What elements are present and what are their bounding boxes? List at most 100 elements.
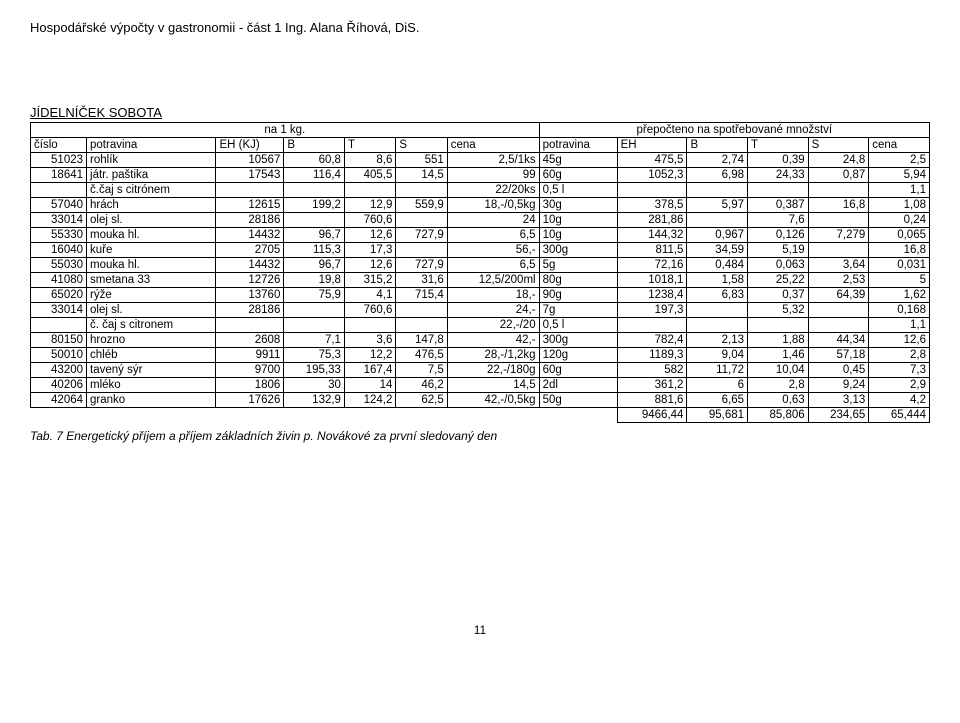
- cell: 43200: [31, 363, 87, 378]
- cell: 0,126: [748, 228, 809, 243]
- cell: [344, 183, 395, 198]
- cell: 0,063: [748, 258, 809, 273]
- cell: 0,484: [687, 258, 748, 273]
- cell: 116,4: [284, 168, 345, 183]
- cell: 41080: [31, 273, 87, 288]
- cell: mouka hl.: [87, 258, 216, 273]
- nutrition-table: na 1 kg. přepočteno na spotřebované množ…: [30, 122, 930, 423]
- cell: 14,5: [447, 378, 539, 393]
- cell: [808, 318, 869, 333]
- cell: mléko: [87, 378, 216, 393]
- table-caption: Tab. 7 Energetický příjem a příjem zákla…: [30, 429, 930, 443]
- cell: 0,45: [808, 363, 869, 378]
- cell: 64,39: [808, 288, 869, 303]
- cell: 33014: [31, 303, 87, 318]
- cell: 14: [344, 378, 395, 393]
- cell: 5: [869, 273, 930, 288]
- cell: 12,6: [344, 258, 395, 273]
- cell: 62,5: [396, 393, 447, 408]
- table-row: 18641játr. paštika17543116,4405,514,5996…: [31, 168, 930, 183]
- cell: [284, 318, 345, 333]
- col-ehkj: EH (KJ): [216, 138, 284, 153]
- cell: 2,74: [687, 153, 748, 168]
- cell: 60g: [539, 363, 617, 378]
- cell: 12,2: [344, 348, 395, 363]
- cell: 18,-/0,5kg: [447, 198, 539, 213]
- cell: 1,58: [687, 273, 748, 288]
- table-row: č. čaj s citronem22,-/200,5 l1,1: [31, 318, 930, 333]
- cell: 1,88: [748, 333, 809, 348]
- cell: 50010: [31, 348, 87, 363]
- cell: 14432: [216, 228, 284, 243]
- col-potravina: potravina: [87, 138, 216, 153]
- document-header: Hospodářské výpočty v gastronomii - část…: [30, 20, 930, 35]
- cell: 4,1: [344, 288, 395, 303]
- cell: 60g: [539, 168, 617, 183]
- table-row: 41080smetana 331272619,8315,231,612,5/20…: [31, 273, 930, 288]
- cell: 811,5: [617, 243, 687, 258]
- cell: 80150: [31, 333, 87, 348]
- cell: 0,5 l: [539, 318, 617, 333]
- cell: 6,5: [447, 228, 539, 243]
- cell: 80g: [539, 273, 617, 288]
- cell: 12726: [216, 273, 284, 288]
- cell: 760,6: [344, 213, 395, 228]
- cell: 34,59: [687, 243, 748, 258]
- table-row: 42064granko17626132,9124,262,542,-/0,5kg…: [31, 393, 930, 408]
- cell: 42064: [31, 393, 87, 408]
- cell: [808, 243, 869, 258]
- cell: 3,6: [344, 333, 395, 348]
- cell: 60,8: [284, 153, 345, 168]
- cell: 56,-: [447, 243, 539, 258]
- cell: 28,-/1,2kg: [447, 348, 539, 363]
- cell: 6,65: [687, 393, 748, 408]
- cell: 0,168: [869, 303, 930, 318]
- table-row: 50010chléb991175,312,2476,528,-/1,2kg120…: [31, 348, 930, 363]
- cell: 10,04: [748, 363, 809, 378]
- cell: 57,18: [808, 348, 869, 363]
- cell: 475,5: [617, 153, 687, 168]
- section-title: JÍDELNÍČEK SOBOTA: [30, 105, 930, 120]
- cell: 17626: [216, 393, 284, 408]
- cell: 18,-: [447, 288, 539, 303]
- table-row: 65020rýže1376075,94,1715,418,-90g1238,46…: [31, 288, 930, 303]
- cell: 17,3: [344, 243, 395, 258]
- page-number: 11: [30, 623, 930, 637]
- cell: [31, 318, 87, 333]
- total-t: 85,806: [748, 408, 809, 423]
- cell: 167,4: [344, 363, 395, 378]
- cell: [344, 318, 395, 333]
- cell: 124,2: [344, 393, 395, 408]
- cell: 2,8: [748, 378, 809, 393]
- cell: 5,32: [748, 303, 809, 318]
- cell: 16040: [31, 243, 87, 258]
- cell: 195,33: [284, 363, 345, 378]
- cell: 75,3: [284, 348, 345, 363]
- cell: [808, 303, 869, 318]
- col-eh: EH: [617, 138, 687, 153]
- cell: 6,98: [687, 168, 748, 183]
- cell: 12,6: [344, 228, 395, 243]
- total-s: 234,65: [808, 408, 869, 423]
- cell: č. čaj s citronem: [87, 318, 216, 333]
- cell: [284, 213, 345, 228]
- cell: [687, 183, 748, 198]
- cell: [748, 183, 809, 198]
- cell: 6,83: [687, 288, 748, 303]
- table-row: 57040hrách12615199,212,9559,918,-/0,5kg3…: [31, 198, 930, 213]
- cell: 18641: [31, 168, 87, 183]
- cell: 10567: [216, 153, 284, 168]
- cell: 13760: [216, 288, 284, 303]
- cell: hrozno: [87, 333, 216, 348]
- cell: 6,5: [447, 258, 539, 273]
- col-cena: cena: [447, 138, 539, 153]
- cell: 72,16: [617, 258, 687, 273]
- cell: 0,031: [869, 258, 930, 273]
- cell: [748, 318, 809, 333]
- cell: 3,64: [808, 258, 869, 273]
- cell: 197,3: [617, 303, 687, 318]
- cell: 476,5: [396, 348, 447, 363]
- cell: 0,37: [748, 288, 809, 303]
- cell: 551: [396, 153, 447, 168]
- cell: 10g: [539, 213, 617, 228]
